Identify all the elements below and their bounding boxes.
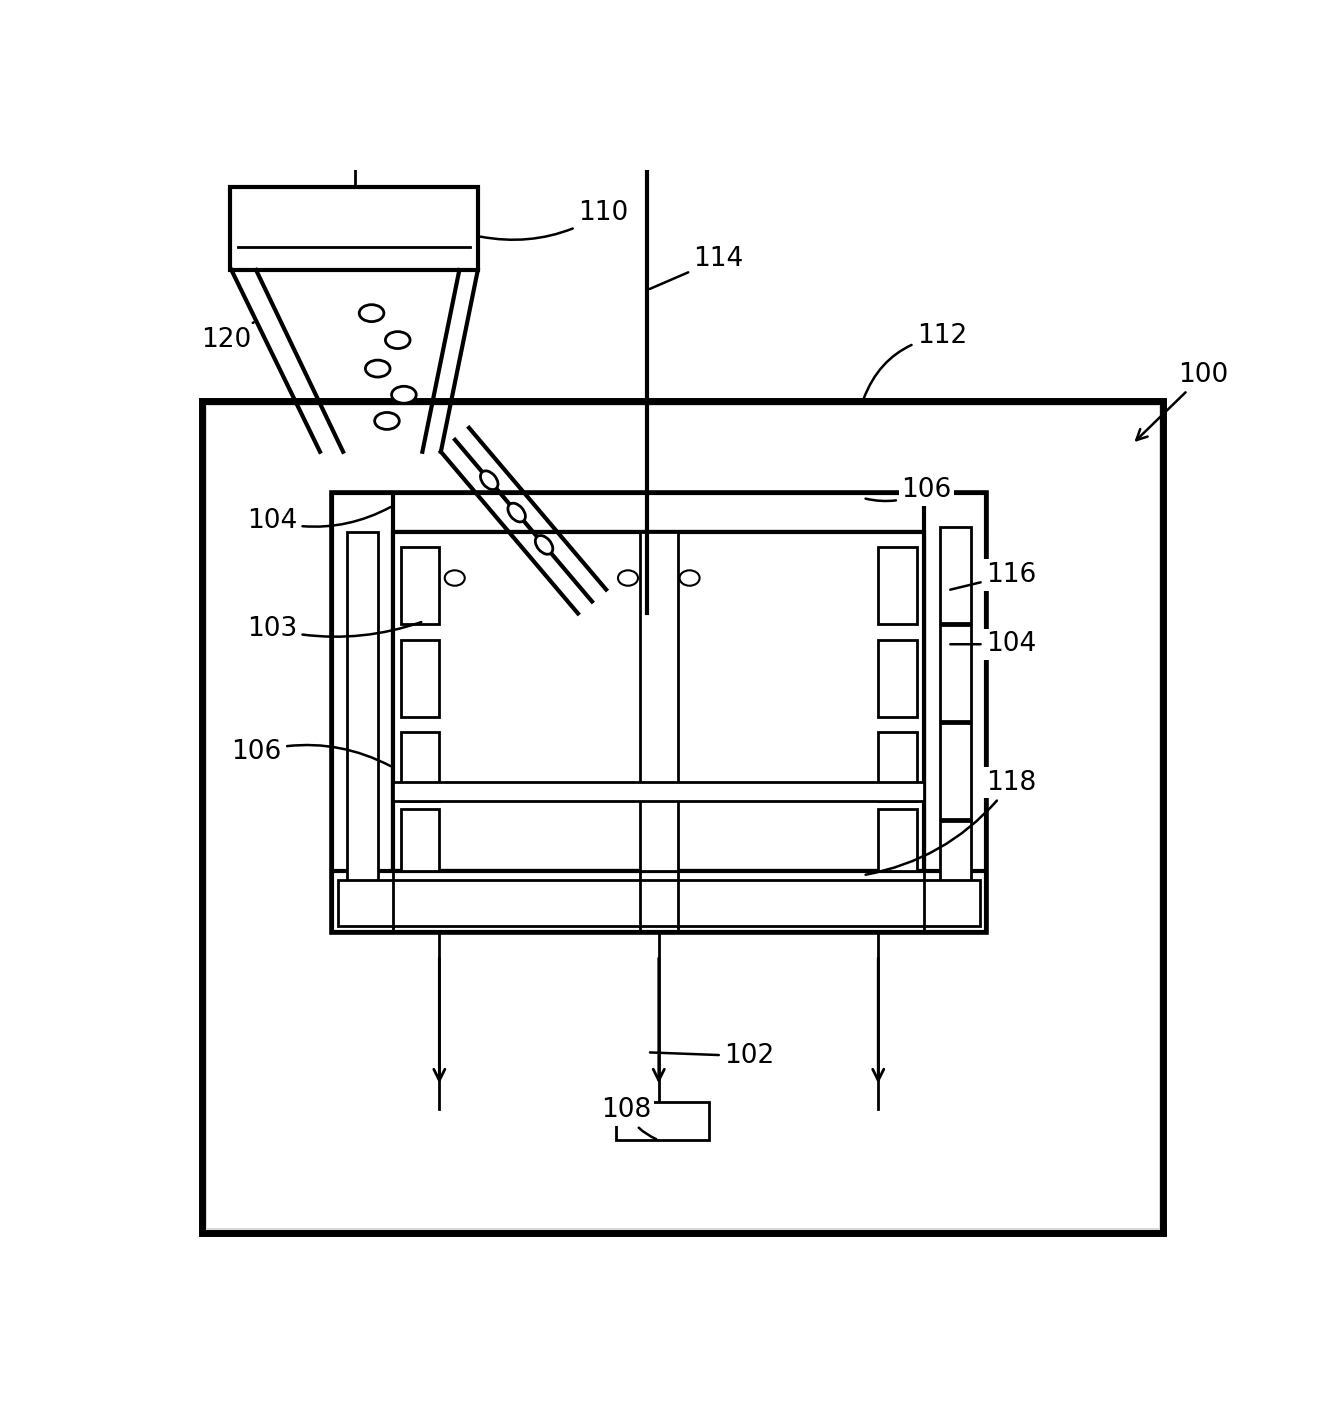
Bar [230,187,478,270]
Text: 116: 116 [950,562,1036,589]
Bar [401,809,440,871]
Bar [401,640,440,716]
Ellipse shape [679,571,699,586]
Bar [393,532,924,871]
Bar [878,640,916,716]
Bar [617,1102,709,1140]
Bar [346,532,378,916]
Text: 120: 120 [201,323,253,353]
Bar [878,547,916,624]
Text: 106: 106 [866,477,951,503]
Ellipse shape [535,535,553,554]
Bar [940,722,971,818]
Text: 110: 110 [481,200,629,239]
Text: 103: 103 [246,616,421,641]
Ellipse shape [445,571,465,586]
Bar [332,493,986,932]
Text: 100: 100 [1136,361,1229,440]
Ellipse shape [365,360,390,377]
Ellipse shape [385,331,410,348]
Bar [393,782,924,801]
Bar [940,820,971,916]
Ellipse shape [507,503,525,523]
Ellipse shape [392,387,416,404]
Text: 108: 108 [601,1097,657,1138]
Bar [940,527,971,623]
Bar [878,732,916,801]
Text: 114: 114 [650,246,743,289]
Text: 106: 106 [232,739,390,766]
Bar [202,401,1163,1232]
Bar [940,624,971,721]
Bar [332,871,986,932]
Bar [401,732,440,801]
Ellipse shape [618,571,638,586]
Bar [878,809,916,871]
Text: 118: 118 [866,770,1036,875]
Bar [639,532,678,871]
Ellipse shape [360,304,384,321]
Bar [401,547,440,624]
Text: 112: 112 [863,323,967,398]
Text: 104: 104 [950,632,1036,657]
Bar [924,493,986,932]
Bar [332,493,986,532]
Ellipse shape [374,412,400,429]
Bar [338,879,980,926]
Text: 102: 102 [650,1044,774,1069]
Bar [206,405,1159,1228]
Bar [332,493,393,932]
Text: 104: 104 [246,507,390,534]
Ellipse shape [481,472,498,490]
